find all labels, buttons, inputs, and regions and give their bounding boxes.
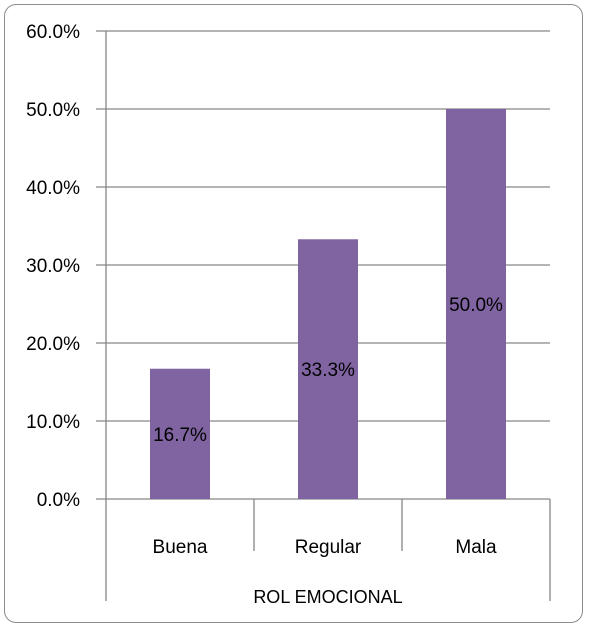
y-tick-label: 60.0% — [26, 22, 80, 43]
x-axis-title: ROL EMOCIONAL — [253, 587, 402, 607]
bar-buena — [150, 368, 210, 499]
data-labels: 16.7% 33.3% 50.0% — [153, 295, 503, 446]
x-category-label: Buena — [153, 537, 208, 558]
x-category-label: Regular — [295, 537, 362, 558]
x-category-labels: Buena Regular Mala — [153, 537, 497, 558]
y-tick-label: 0.0% — [37, 490, 80, 511]
bars — [150, 109, 506, 499]
data-label: 50.0% — [449, 295, 503, 316]
x-category-label: Mala — [455, 537, 497, 558]
y-tick-label: 10.0% — [26, 412, 80, 433]
bar-mala — [446, 109, 506, 499]
data-label: 16.7% — [153, 425, 207, 446]
y-tick-label: 40.0% — [26, 178, 80, 199]
y-tick-label: 20.0% — [26, 334, 80, 355]
axes — [105, 31, 551, 601]
data-label: 33.3% — [301, 360, 355, 381]
bar-regular — [298, 239, 358, 499]
y-tick-label: 50.0% — [26, 100, 80, 121]
y-tick-labels: 0.0% 10.0% 20.0% 30.0% 40.0% 50.0% 60.0% — [26, 22, 80, 511]
y-tick-label: 30.0% — [26, 256, 80, 277]
